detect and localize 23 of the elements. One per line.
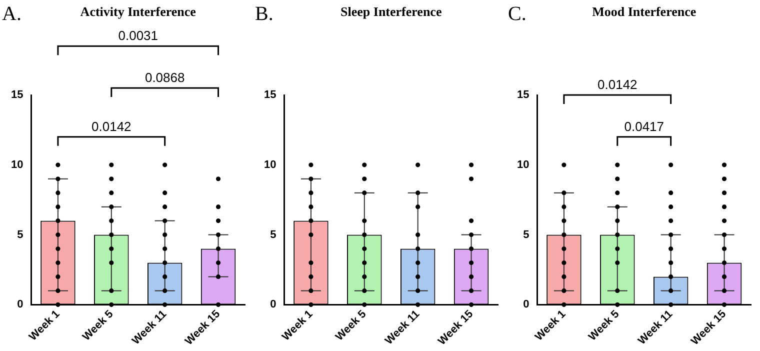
text: C.: [508, 3, 526, 25]
y-tick-label: 10: [10, 158, 24, 171]
chart-title: Mood Interference: [592, 4, 696, 19]
chart-title: Sleep Interference: [340, 4, 442, 19]
y-tick-label: 5: [17, 228, 24, 241]
y-tick-label: 5: [523, 228, 530, 241]
chart-title: Activity Interference: [80, 4, 196, 19]
y-tick-label: 10: [264, 158, 276, 171]
text: 0.0142: [598, 77, 638, 92]
annotation: 0.0142: [92, 118, 132, 134]
y-tick-label: 15: [10, 89, 24, 102]
y-tick-label: 10: [516, 158, 530, 171]
y-tick-label: 0: [523, 298, 530, 311]
text: 0.0031: [118, 28, 158, 44]
text: 0.0868: [144, 70, 185, 86]
y-tick-label: 5: [270, 228, 276, 241]
annotation: 0.0417: [624, 118, 664, 134]
y-tick-label: 0: [270, 298, 276, 311]
y-tick-label: 0: [17, 298, 24, 311]
text: B.: [255, 3, 274, 25]
y-tick-label: 15: [516, 89, 530, 102]
text: A.: [2, 3, 22, 25]
y-tick-label: 15: [264, 89, 276, 102]
